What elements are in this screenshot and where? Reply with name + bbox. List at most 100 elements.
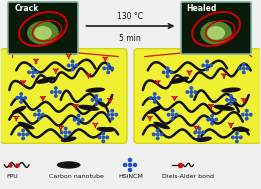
Circle shape: [106, 136, 109, 139]
FancyArrowPatch shape: [241, 98, 244, 101]
FancyArrowPatch shape: [187, 71, 190, 73]
Circle shape: [171, 113, 174, 116]
Circle shape: [55, 91, 57, 93]
FancyArrowPatch shape: [68, 56, 70, 58]
FancyArrowPatch shape: [42, 98, 44, 101]
Circle shape: [115, 113, 117, 116]
Circle shape: [107, 113, 110, 116]
Circle shape: [64, 127, 67, 130]
Circle shape: [242, 63, 245, 66]
FancyArrowPatch shape: [108, 98, 111, 101]
Circle shape: [198, 127, 200, 130]
FancyArrowPatch shape: [230, 123, 233, 125]
Circle shape: [161, 133, 163, 136]
Circle shape: [153, 101, 156, 103]
Circle shape: [58, 91, 61, 93]
FancyArrowPatch shape: [105, 57, 108, 60]
FancyArrowPatch shape: [189, 71, 192, 73]
FancyArrowPatch shape: [55, 70, 57, 73]
FancyArrowPatch shape: [228, 123, 232, 125]
Circle shape: [91, 99, 94, 101]
Circle shape: [246, 109, 248, 112]
Circle shape: [81, 118, 84, 121]
FancyBboxPatch shape: [181, 2, 251, 54]
FancyArrowPatch shape: [210, 106, 212, 109]
Text: Carbon nanotube: Carbon nanotube: [49, 174, 104, 179]
Circle shape: [71, 60, 74, 63]
FancyArrowPatch shape: [68, 54, 71, 57]
Circle shape: [38, 117, 40, 120]
FancyArrowPatch shape: [223, 74, 227, 76]
Circle shape: [162, 71, 165, 74]
Ellipse shape: [86, 88, 105, 93]
Circle shape: [32, 75, 34, 77]
Ellipse shape: [78, 105, 99, 111]
FancyArrowPatch shape: [87, 75, 90, 78]
Circle shape: [190, 91, 193, 93]
Circle shape: [20, 101, 22, 103]
Circle shape: [20, 97, 22, 99]
Circle shape: [215, 118, 217, 121]
Circle shape: [51, 91, 53, 93]
FancyArrowPatch shape: [157, 81, 160, 83]
FancyArrowPatch shape: [172, 97, 175, 99]
Circle shape: [61, 131, 63, 134]
Text: Healed: Healed: [186, 4, 217, 13]
Circle shape: [242, 67, 245, 70]
FancyArrowPatch shape: [60, 128, 62, 130]
FancyArrowPatch shape: [33, 59, 37, 61]
Circle shape: [107, 63, 110, 66]
FancyArrowPatch shape: [243, 100, 245, 103]
Ellipse shape: [61, 136, 76, 142]
Circle shape: [236, 140, 238, 143]
FancyBboxPatch shape: [134, 49, 260, 143]
Circle shape: [133, 163, 137, 167]
Text: HSiNCM: HSiNCM: [118, 174, 143, 179]
Circle shape: [18, 133, 20, 136]
Ellipse shape: [57, 161, 81, 169]
Circle shape: [77, 114, 80, 117]
FancyArrowPatch shape: [211, 104, 213, 107]
FancyArrowPatch shape: [222, 74, 224, 76]
FancyArrowPatch shape: [86, 24, 173, 28]
Circle shape: [24, 97, 26, 99]
Circle shape: [36, 71, 38, 74]
FancyArrowPatch shape: [94, 125, 97, 127]
FancyArrowPatch shape: [58, 126, 61, 129]
Circle shape: [123, 163, 127, 167]
Ellipse shape: [96, 127, 114, 132]
Circle shape: [22, 137, 25, 140]
Circle shape: [111, 117, 114, 120]
Circle shape: [175, 113, 178, 116]
Ellipse shape: [27, 21, 59, 45]
Circle shape: [77, 118, 80, 121]
Circle shape: [226, 99, 228, 101]
Circle shape: [230, 103, 232, 105]
Ellipse shape: [213, 105, 235, 111]
Circle shape: [22, 133, 25, 136]
FancyArrowPatch shape: [55, 69, 58, 71]
Circle shape: [241, 113, 244, 116]
Circle shape: [102, 136, 105, 139]
Circle shape: [198, 131, 200, 134]
Circle shape: [71, 68, 74, 71]
FancyArrowPatch shape: [66, 54, 69, 57]
Circle shape: [64, 135, 67, 138]
FancyArrowPatch shape: [103, 57, 106, 60]
Circle shape: [194, 91, 197, 93]
FancyArrowPatch shape: [53, 69, 56, 71]
Circle shape: [156, 137, 159, 140]
Circle shape: [153, 97, 156, 99]
FancyArrowPatch shape: [209, 104, 212, 107]
Circle shape: [186, 91, 189, 93]
Ellipse shape: [36, 77, 56, 84]
Circle shape: [111, 67, 114, 70]
FancyArrowPatch shape: [95, 123, 98, 125]
Circle shape: [102, 132, 105, 135]
FancyArrowPatch shape: [149, 118, 151, 121]
FancyArrowPatch shape: [14, 116, 17, 119]
Circle shape: [156, 129, 159, 132]
Circle shape: [242, 71, 245, 74]
Circle shape: [26, 133, 28, 136]
Circle shape: [16, 97, 19, 99]
